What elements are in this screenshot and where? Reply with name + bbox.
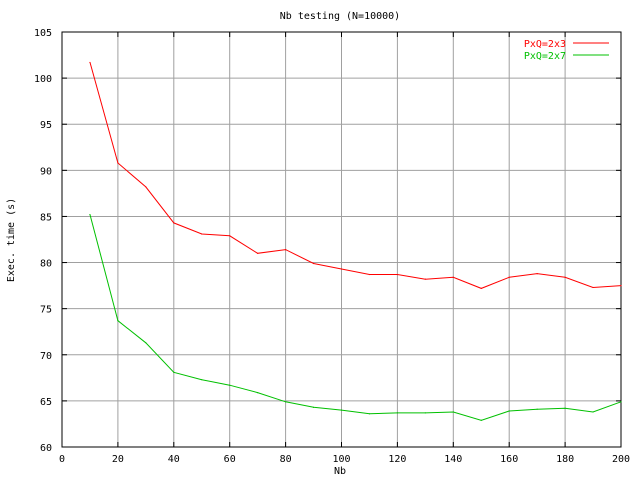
series-line-2: [89, 214, 622, 421]
x-tick-label: 0: [59, 454, 65, 465]
data-point: [257, 252, 259, 254]
y-axis-title: Exec. time (s): [6, 198, 17, 282]
data-point: [117, 162, 119, 164]
data-point: [592, 286, 594, 289]
data-point: [229, 235, 231, 237]
chart-title: Nb testing (N=10000): [280, 11, 400, 22]
data-point: [508, 410, 510, 412]
x-tick-label: 180: [556, 454, 574, 465]
x-axis-title: Nb: [334, 466, 346, 477]
x-tick-label: 200: [612, 454, 630, 465]
data-point: [424, 278, 426, 280]
y-ticks: 60 65 70 75 80 85 90 95 100 105: [34, 28, 621, 454]
y-tick-label: 85: [40, 212, 52, 223]
data-point: [564, 407, 566, 409]
x-tick-label: 140: [444, 454, 462, 465]
data-point: [173, 222, 175, 224]
data-point: [452, 411, 454, 413]
data-point: [145, 186, 147, 188]
y-tick-label: 90: [40, 166, 52, 177]
data-point: [257, 391, 259, 394]
data-point: [620, 285, 622, 287]
data-point: [452, 276, 454, 278]
data-point: [89, 214, 91, 216]
y-tick-label: 95: [40, 120, 52, 131]
series-line-1: [89, 62, 622, 289]
data-point: [312, 406, 315, 408]
data-point: [312, 262, 315, 265]
data-point: [564, 276, 566, 278]
data-point: [536, 408, 538, 410]
x-tick-label: 80: [280, 454, 292, 465]
data-point: [368, 413, 371, 415]
data-point: [285, 249, 287, 251]
y-tick-label: 80: [40, 259, 52, 270]
data-point: [480, 287, 482, 289]
x-tick-label: 160: [500, 454, 518, 465]
y-tick-label: 70: [40, 351, 52, 362]
data-point: [480, 419, 482, 421]
series-layer: [89, 61, 622, 421]
data-point: [508, 276, 510, 278]
data-point: [229, 384, 231, 386]
data-point: [396, 273, 398, 276]
data-point: [368, 273, 371, 276]
data-point: [201, 379, 203, 381]
data-point: [145, 342, 147, 344]
data-point: [424, 412, 426, 414]
data-point: [89, 61, 91, 64]
data-point: [201, 233, 203, 235]
data-point: [396, 412, 398, 414]
data-point: [592, 411, 594, 413]
grid: [62, 32, 621, 447]
y-tick-label: 60: [40, 443, 52, 454]
data-point: [536, 273, 538, 275]
x-tick-label: 120: [388, 454, 406, 465]
y-tick-label: 75: [40, 305, 52, 316]
y-tick-label: 105: [34, 28, 52, 39]
x-ticks: 0 20 40 60 80 100 120 140 160 180 200: [59, 32, 630, 465]
legend-label: PxQ=2x3: [524, 39, 566, 50]
data-point: [117, 320, 119, 322]
legend-label: PxQ=2x7: [524, 51, 566, 62]
x-tick-label: 100: [332, 454, 350, 465]
data-point: [173, 371, 175, 373]
data-point: [620, 401, 622, 403]
data-point: [340, 409, 343, 411]
x-tick-label: 40: [168, 454, 180, 465]
x-tick-label: 20: [112, 454, 124, 465]
data-point: [285, 401, 287, 403]
y-tick-label: 100: [34, 74, 52, 85]
data-point: [340, 268, 343, 270]
y-tick-label: 65: [40, 397, 52, 408]
x-tick-label: 60: [224, 454, 236, 465]
